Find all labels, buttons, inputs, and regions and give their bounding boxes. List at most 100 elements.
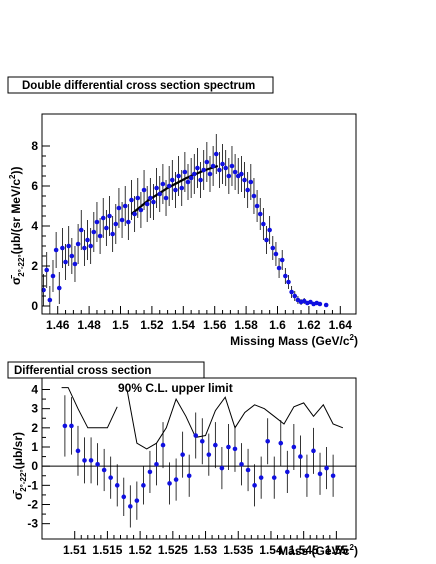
data-point — [82, 245, 87, 251]
top-chart: Double differential cross section spectr… — [7, 76, 358, 348]
x-tick-label: 1.51 — [63, 543, 87, 557]
data-point — [176, 173, 181, 179]
data-point — [126, 219, 131, 225]
data-point — [223, 165, 228, 171]
data-point — [147, 469, 153, 475]
top-title-box — [7, 76, 274, 94]
x-tick-label: 1.58 — [234, 318, 258, 332]
data-point — [204, 159, 210, 165]
data-point — [170, 177, 175, 183]
data-point — [53, 247, 59, 253]
top-plot-frame — [41, 113, 357, 315]
bottom-chart: Differential cross section 90% C.L. uppe… — [7, 361, 358, 558]
data-point — [144, 201, 150, 207]
data-point — [270, 245, 276, 251]
x-tick-label: 1.54 — [259, 543, 283, 557]
top-y-label-sup: 2 — [8, 174, 17, 179]
upper-limit-annotation: 90% C.L. upper limit — [118, 381, 233, 395]
y-tick-label: -1 — [27, 478, 38, 492]
data-point — [128, 504, 133, 509]
data-point — [85, 237, 90, 243]
y-tick-label: 8 — [31, 139, 38, 153]
data-point — [135, 195, 141, 201]
y-tick-label: -2 — [27, 498, 38, 512]
data-point — [75, 241, 81, 247]
data-point — [298, 454, 303, 459]
data-point — [56, 285, 62, 291]
data-point — [258, 475, 264, 480]
data-point — [148, 195, 153, 201]
data-point — [160, 181, 166, 187]
x-tick-label: 1.56 — [203, 318, 227, 332]
data-point — [122, 203, 128, 209]
data-point — [66, 243, 71, 249]
top-y-label-main: σ̄ — [9, 275, 23, 285]
data-point — [330, 473, 336, 479]
top-y-axis: 0 2 4 6 8 — [31, 139, 50, 313]
data-point — [69, 423, 74, 429]
bottom-y-axis: -3 -2 -1 0 1 2 3 4 — [27, 383, 50, 531]
data-point — [101, 467, 107, 473]
data-point — [166, 183, 172, 189]
x-tick-label: 1.55 — [325, 543, 349, 557]
upper-limit-line — [61, 387, 118, 429]
data-point — [285, 469, 290, 475]
data-point — [157, 191, 163, 197]
y-tick-label: 6 — [31, 179, 38, 193]
data-point — [276, 265, 282, 271]
data-point — [163, 195, 169, 201]
data-point — [182, 169, 188, 175]
data-point — [104, 225, 109, 231]
x-tick-label: 1.52 — [128, 543, 152, 557]
data-point — [261, 221, 266, 227]
data-point — [213, 442, 218, 448]
data-point — [251, 193, 257, 199]
data-point — [271, 475, 277, 480]
data-point — [62, 423, 68, 429]
data-point — [217, 167, 222, 173]
data-point — [47, 297, 53, 303]
data-point — [121, 494, 127, 500]
data-point — [160, 442, 166, 448]
bottom-chart-title: Differential cross section — [14, 365, 151, 377]
data-point — [267, 227, 272, 233]
x-tick-label: 1.46 — [46, 318, 70, 332]
bottom-y-label-main: σ̄ — [11, 490, 25, 500]
top-y-label-unit: (μb/(sr MeV/c — [9, 179, 23, 255]
data-point — [44, 267, 50, 273]
data-point — [226, 444, 231, 450]
data-point — [213, 151, 219, 157]
data-point — [206, 452, 212, 457]
data-point — [289, 289, 294, 295]
x-tick-label: 1.53 — [194, 543, 218, 557]
bottom-y-label-unit: (μb/sr) — [11, 432, 25, 469]
data-point — [199, 438, 205, 444]
data-point — [229, 163, 235, 169]
data-point — [179, 185, 185, 191]
y-tick-label: 4 — [31, 219, 38, 233]
top-y-label-end: )) — [9, 167, 23, 175]
data-point — [108, 475, 113, 480]
data-point — [154, 461, 159, 467]
y-tick-label: 0 — [31, 299, 38, 313]
data-point — [279, 257, 285, 263]
data-point — [97, 233, 103, 239]
bottom-plot-area — [42, 387, 356, 528]
data-point — [232, 446, 238, 452]
data-point — [239, 171, 244, 177]
data-point — [114, 483, 120, 488]
y-tick-label: 4 — [31, 383, 38, 397]
x-tick-label: 1.62 — [297, 318, 321, 332]
y-tick-label: 2 — [31, 259, 38, 273]
data-point — [193, 433, 199, 438]
data-point — [141, 483, 146, 488]
data-point — [129, 197, 134, 203]
data-point — [219, 465, 225, 471]
data-point — [226, 173, 232, 179]
bottom-x-axis: 1.51 1.515 1.52 1.525 1.53 1.535 1.54 1.545 1.55 — [63, 531, 348, 557]
data-point — [107, 213, 112, 219]
data-point — [198, 177, 203, 183]
data-point — [245, 187, 250, 193]
data-point — [248, 179, 254, 185]
